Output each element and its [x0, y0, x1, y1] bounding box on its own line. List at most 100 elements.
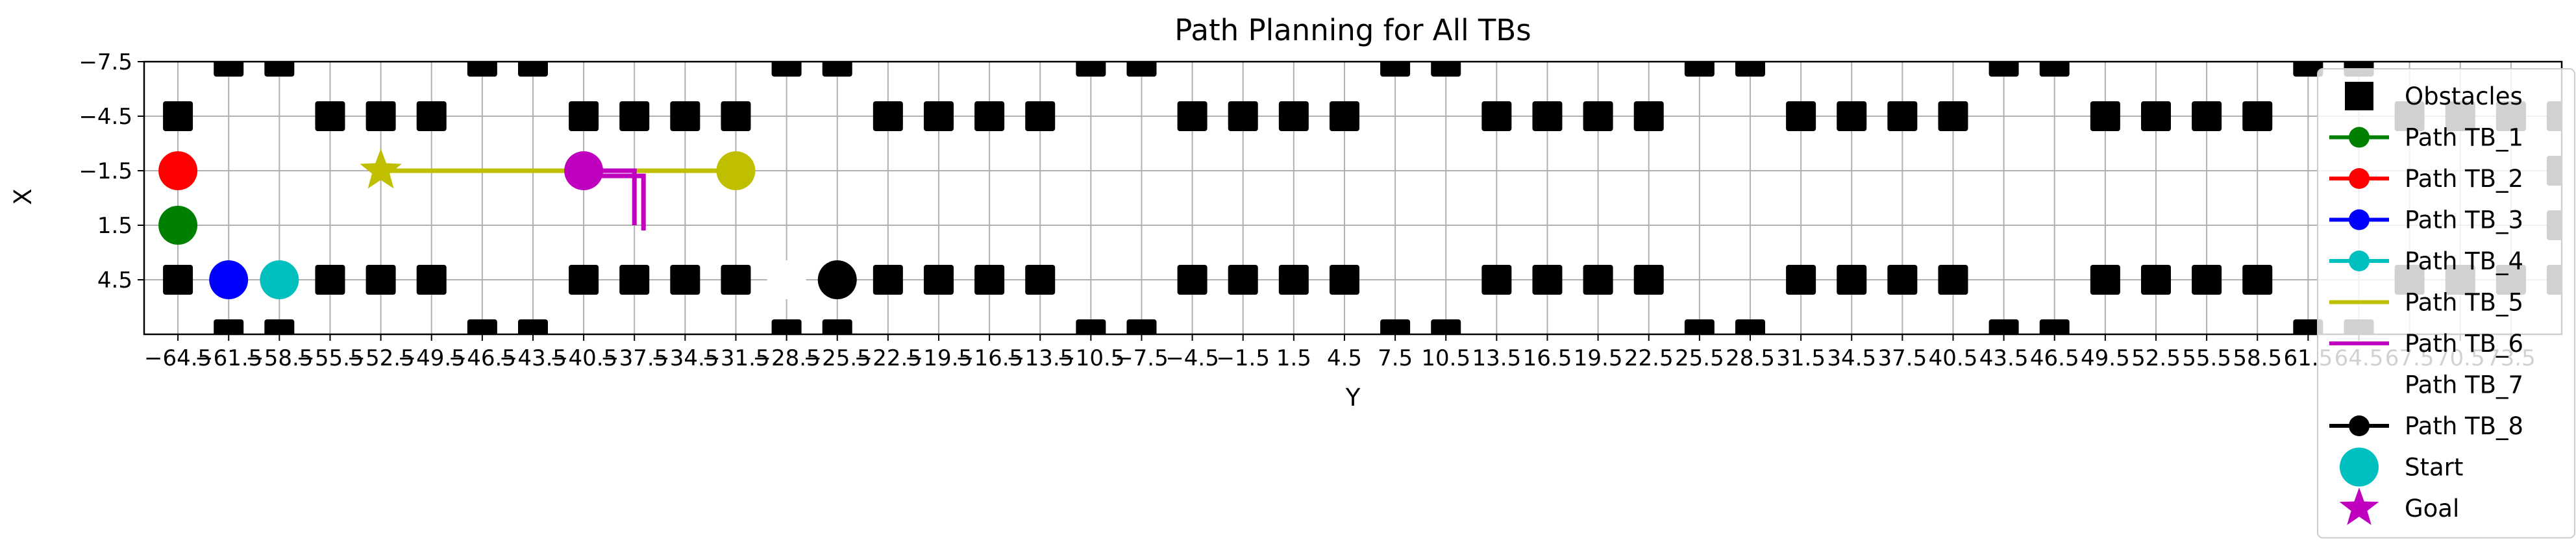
legend-entry: Path TB_1 — [2329, 124, 2523, 152]
start-marker-path-tb-8 — [818, 260, 857, 299]
obstacle-marker — [1279, 265, 1309, 295]
obstacle-marker — [1887, 265, 1917, 295]
obstacle-marker — [1228, 101, 1258, 131]
obstacle-marker — [366, 101, 396, 131]
obstacle-marker — [315, 101, 345, 131]
obstacle-marker — [1786, 101, 1816, 131]
y-tick-label: −1.5 — [79, 158, 132, 184]
obstacle-marker — [417, 101, 447, 131]
legend-label: Obstacles — [2405, 82, 2523, 110]
start-marker-path-tb-6 — [564, 151, 603, 190]
start-marker-path-tb-1 — [158, 206, 197, 245]
obstacle-marker — [1532, 101, 1562, 131]
x-tick-label: 34.5 — [1827, 345, 1876, 371]
chart-title: Path Planning for All TBs — [1174, 13, 1531, 47]
legend-obstacle-icon — [2345, 82, 2373, 110]
x-tick-label: 13.5 — [1472, 345, 1522, 371]
x-tick-label: 10.5 — [1421, 345, 1470, 371]
obstacle-marker — [721, 101, 750, 131]
x-tick-label: 16.5 — [1523, 345, 1572, 371]
obstacle-marker — [1279, 101, 1309, 131]
x-tick-label: 49.5 — [2081, 345, 2130, 371]
y-tick-label: −4.5 — [79, 104, 132, 130]
obstacle-marker — [163, 265, 193, 295]
obstacle-marker — [873, 101, 903, 131]
legend-dot-icon — [2349, 210, 2370, 230]
obstacle-marker — [1330, 265, 1359, 295]
obstacle-marker — [1887, 101, 1917, 131]
obstacle-marker — [1025, 101, 1055, 131]
start-marker-path-tb-2 — [158, 151, 197, 190]
x-tick-label: 55.5 — [2182, 345, 2231, 371]
x-tick-label: 7.5 — [1378, 345, 1413, 371]
start-marker-path-tb-3 — [209, 260, 248, 299]
obstacle-marker — [1786, 265, 1816, 295]
x-tick-label: 19.5 — [1574, 345, 1623, 371]
legend-entry: Path TB_4 — [2329, 247, 2523, 275]
x-tick-label: −1.5 — [1216, 345, 1270, 371]
legend: Obstacles Path TB_1 Path TB_2 Path TB_3 Path… — [2318, 69, 2575, 538]
start-marker-path-tb-5 — [716, 151, 755, 190]
x-tick-label: 37.5 — [1878, 345, 1927, 371]
x-tick-label: 58.5 — [2233, 345, 2282, 371]
x-tick-label: 43.5 — [1979, 345, 2029, 371]
obstacle-marker — [1837, 101, 1866, 131]
obstacle-marker — [315, 265, 345, 295]
y-tick-label: 1.5 — [97, 213, 132, 239]
obstacle-marker — [2192, 101, 2222, 131]
obstacle-marker — [619, 265, 649, 295]
obstacle-marker — [670, 265, 700, 295]
obstacle-marker — [1228, 265, 1258, 295]
y-tick-label: 4.5 — [97, 267, 132, 293]
obstacle-marker — [1583, 265, 1613, 295]
obstacle-marker — [924, 265, 954, 295]
obstacle-marker — [1025, 265, 1055, 295]
legend-label: Path TB_7 — [2405, 371, 2523, 399]
obstacle-marker — [2192, 265, 2222, 295]
legend-label: Path TB_5 — [2405, 289, 2523, 317]
obstacle-marker — [417, 265, 447, 295]
obstacle-marker — [721, 265, 750, 295]
legend-dot-icon — [2349, 415, 2370, 436]
obstacle-marker — [1178, 101, 1208, 131]
y-axis-label: X — [9, 188, 37, 204]
obstacle-marker — [569, 101, 599, 131]
legend-label: Path TB_1 — [2405, 124, 2523, 152]
obstacle-marker — [2141, 101, 2171, 131]
x-tick-label: −4.5 — [1165, 345, 1219, 371]
obstacle-marker — [366, 265, 396, 295]
x-tick-label: 28.5 — [1726, 345, 1775, 371]
obstacle-marker — [1938, 101, 1968, 131]
obstacle-marker — [1837, 265, 1866, 295]
y-tick-label: −7.5 — [79, 49, 132, 75]
x-tick-label: 31.5 — [1776, 345, 1826, 371]
x-tick-label: 4.5 — [1327, 345, 1362, 371]
legend-dot-icon — [2349, 251, 2370, 271]
legend-label: Goal — [2405, 495, 2459, 523]
obstacle-marker — [974, 101, 1004, 131]
legend-label: Path TB_6 — [2405, 330, 2523, 358]
obstacle-marker — [670, 101, 700, 131]
obstacle-marker — [1178, 265, 1208, 295]
obstacle-marker — [1634, 265, 1664, 295]
obstacle-marker — [924, 101, 954, 131]
obstacle-marker — [1532, 265, 1562, 295]
obstacle-marker — [1634, 101, 1664, 131]
start-marker-path-tb-7 — [767, 260, 806, 299]
x-tick-label: 52.5 — [2131, 345, 2181, 371]
legend-entry: Obstacles — [2345, 82, 2523, 110]
legend-dot-icon — [2349, 127, 2370, 148]
obstacle-marker — [1330, 101, 1359, 131]
obstacle-marker — [2242, 265, 2272, 295]
obstacle-marker — [1583, 101, 1613, 131]
obstacle-marker — [1481, 265, 1511, 295]
x-tick-label: 1.5 — [1276, 345, 1311, 371]
legend-label: Path TB_2 — [2405, 165, 2523, 193]
legend-label: Start — [2405, 454, 2463, 482]
x-axis-label: Y — [1345, 384, 1361, 412]
start-marker-path-tb-4 — [260, 260, 299, 299]
obstacle-marker — [2090, 101, 2120, 131]
obstacle-marker — [1938, 265, 1968, 295]
obstacle-marker — [163, 101, 193, 131]
